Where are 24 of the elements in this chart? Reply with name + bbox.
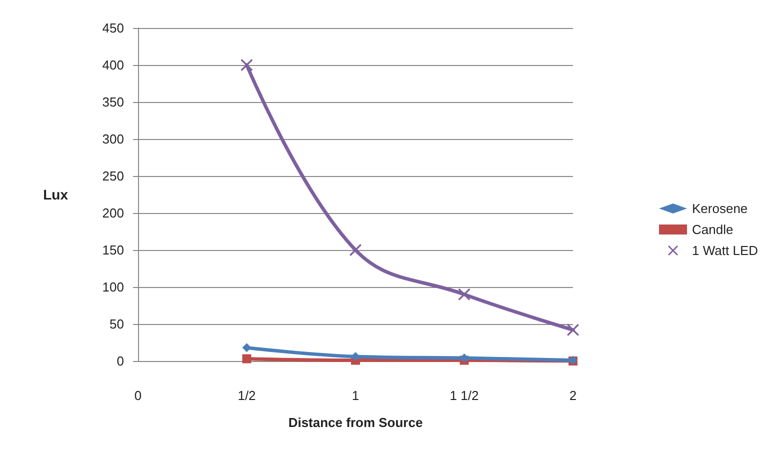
x-tick-label: 2: [569, 388, 577, 403]
y-tick-label: 400: [102, 58, 124, 72]
y-tick-label: 300: [102, 132, 124, 146]
legend-label: 1 Watt LED: [692, 243, 758, 258]
y-tick-label: 50: [110, 316, 124, 332]
point: [567, 324, 579, 336]
y-tick-label: 200: [102, 206, 124, 220]
y-tick-label: 0: [116, 354, 124, 368]
x-tick-label: 1/2: [238, 388, 256, 403]
y-tick-label: 250: [102, 168, 124, 184]
x-tick-label: 1: [352, 388, 360, 403]
y-tick-label: 350: [102, 94, 124, 110]
y-axis-title: Lux: [43, 186, 68, 202]
y-tick-label: 450: [102, 20, 124, 36]
point: [458, 288, 470, 300]
x-tick-label: 0: [134, 388, 142, 403]
x-tick-label: 1 1/2: [450, 388, 479, 403]
point: [350, 244, 362, 256]
legend-label: Kerosene: [692, 201, 748, 216]
point: [242, 354, 252, 364]
x-axis-title: Distance from Source: [288, 415, 423, 430]
legend-label: Candle: [692, 222, 734, 237]
y-tick-label: 100: [102, 280, 124, 294]
y-tick-label: 150: [102, 242, 124, 258]
